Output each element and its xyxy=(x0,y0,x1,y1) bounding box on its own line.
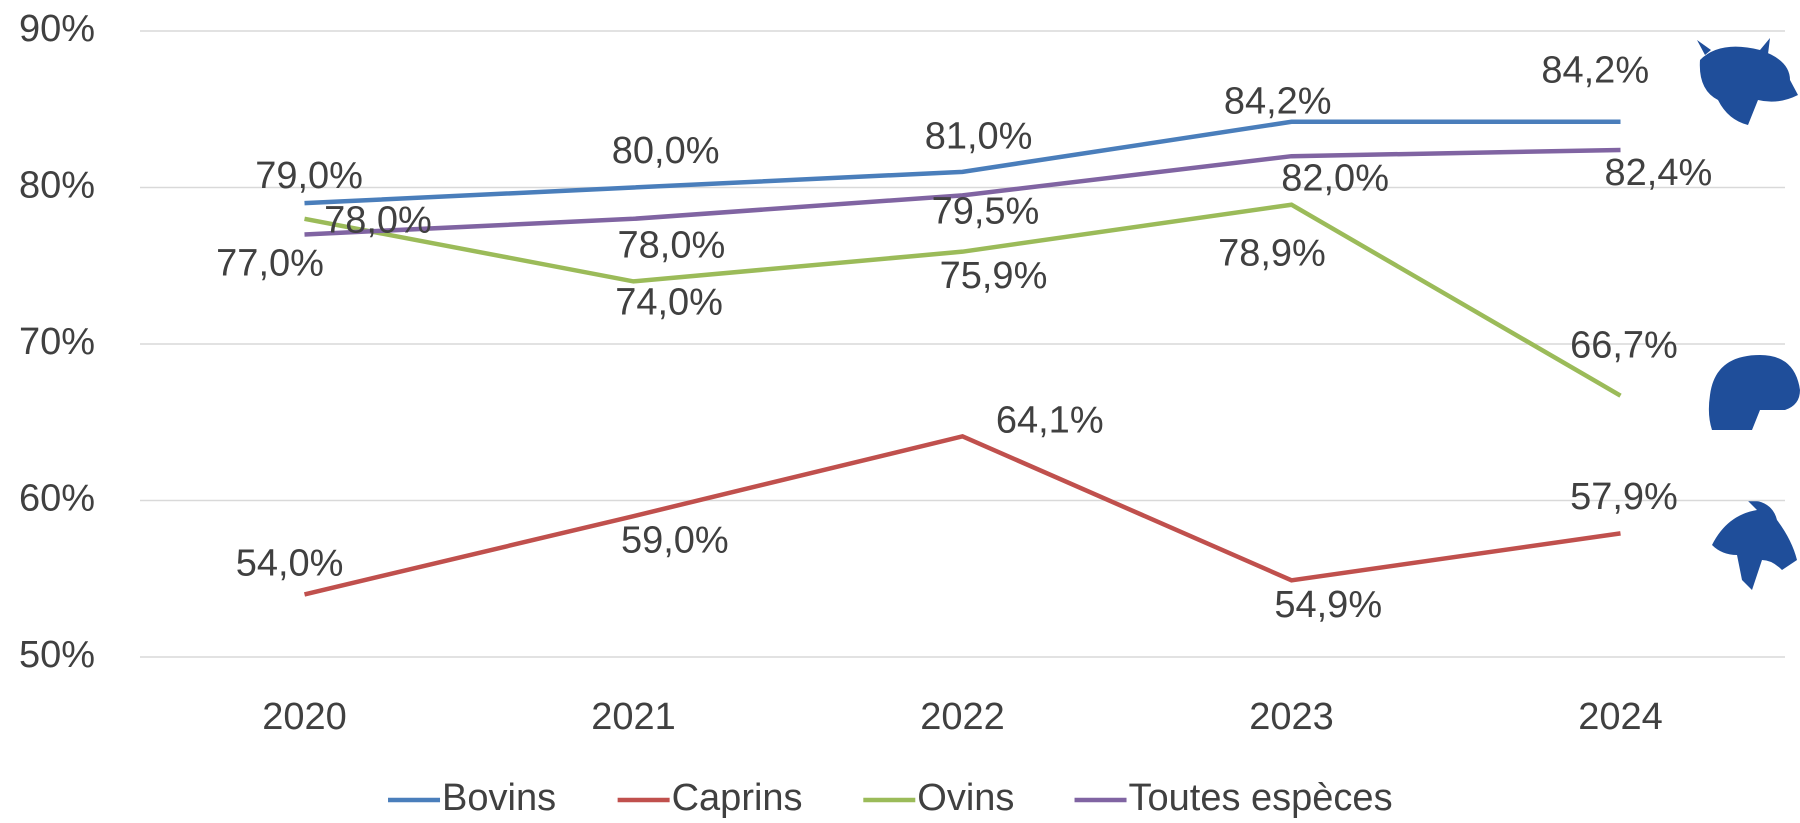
animal-icons xyxy=(1697,38,1800,590)
sheep-icon xyxy=(1708,355,1800,430)
data-label: 78,0% xyxy=(324,199,432,241)
data-label: 54,9% xyxy=(1274,584,1382,626)
data-label: 66,7% xyxy=(1570,324,1678,366)
data-label: 64,1% xyxy=(996,400,1104,442)
data-label: 57,9% xyxy=(1570,476,1678,518)
series-line xyxy=(304,119,1621,206)
x-tick-label: 2022 xyxy=(920,696,1005,738)
x-tick-label: 2021 xyxy=(591,696,676,738)
data-label: 82,0% xyxy=(1281,157,1389,199)
data-label: 80,0% xyxy=(612,130,720,172)
data-label: 74,0% xyxy=(615,281,723,323)
series-line xyxy=(304,147,1621,237)
x-tick-label: 2020 xyxy=(262,696,347,738)
data-label: 84,2% xyxy=(1541,49,1649,91)
data-label: 79,5% xyxy=(932,191,1040,233)
data-label: 54,0% xyxy=(236,543,344,585)
series-line xyxy=(303,433,1621,597)
data-label: 82,4% xyxy=(1605,152,1713,194)
cow-icon xyxy=(1697,38,1798,125)
x-tick-label: 2023 xyxy=(1249,696,1334,738)
legend-label: Caprins xyxy=(672,777,803,819)
goat-icon xyxy=(1712,500,1797,590)
data-label: 79,0% xyxy=(255,155,363,197)
data-label: 78,0% xyxy=(618,225,726,267)
data-label: 78,9% xyxy=(1218,232,1326,274)
data-label: 75,9% xyxy=(940,255,1048,297)
y-tick-label: 60% xyxy=(19,478,95,520)
data-label: 81,0% xyxy=(925,116,1033,158)
y-tick-label: 80% xyxy=(19,165,95,207)
data-label: 84,2% xyxy=(1224,80,1332,122)
data-label: 59,0% xyxy=(621,520,729,562)
data-label: 77,0% xyxy=(216,242,324,284)
y-tick-label: 70% xyxy=(19,321,95,363)
y-tick-label: 50% xyxy=(19,634,95,676)
series-line xyxy=(304,202,1622,398)
legend-label: Ovins xyxy=(917,777,1014,819)
legend-label: Bovins xyxy=(442,777,556,819)
y-tick-label: 90% xyxy=(19,8,95,50)
legend-label: Toutes espèces xyxy=(1129,777,1393,819)
x-tick-label: 2024 xyxy=(1578,696,1663,738)
